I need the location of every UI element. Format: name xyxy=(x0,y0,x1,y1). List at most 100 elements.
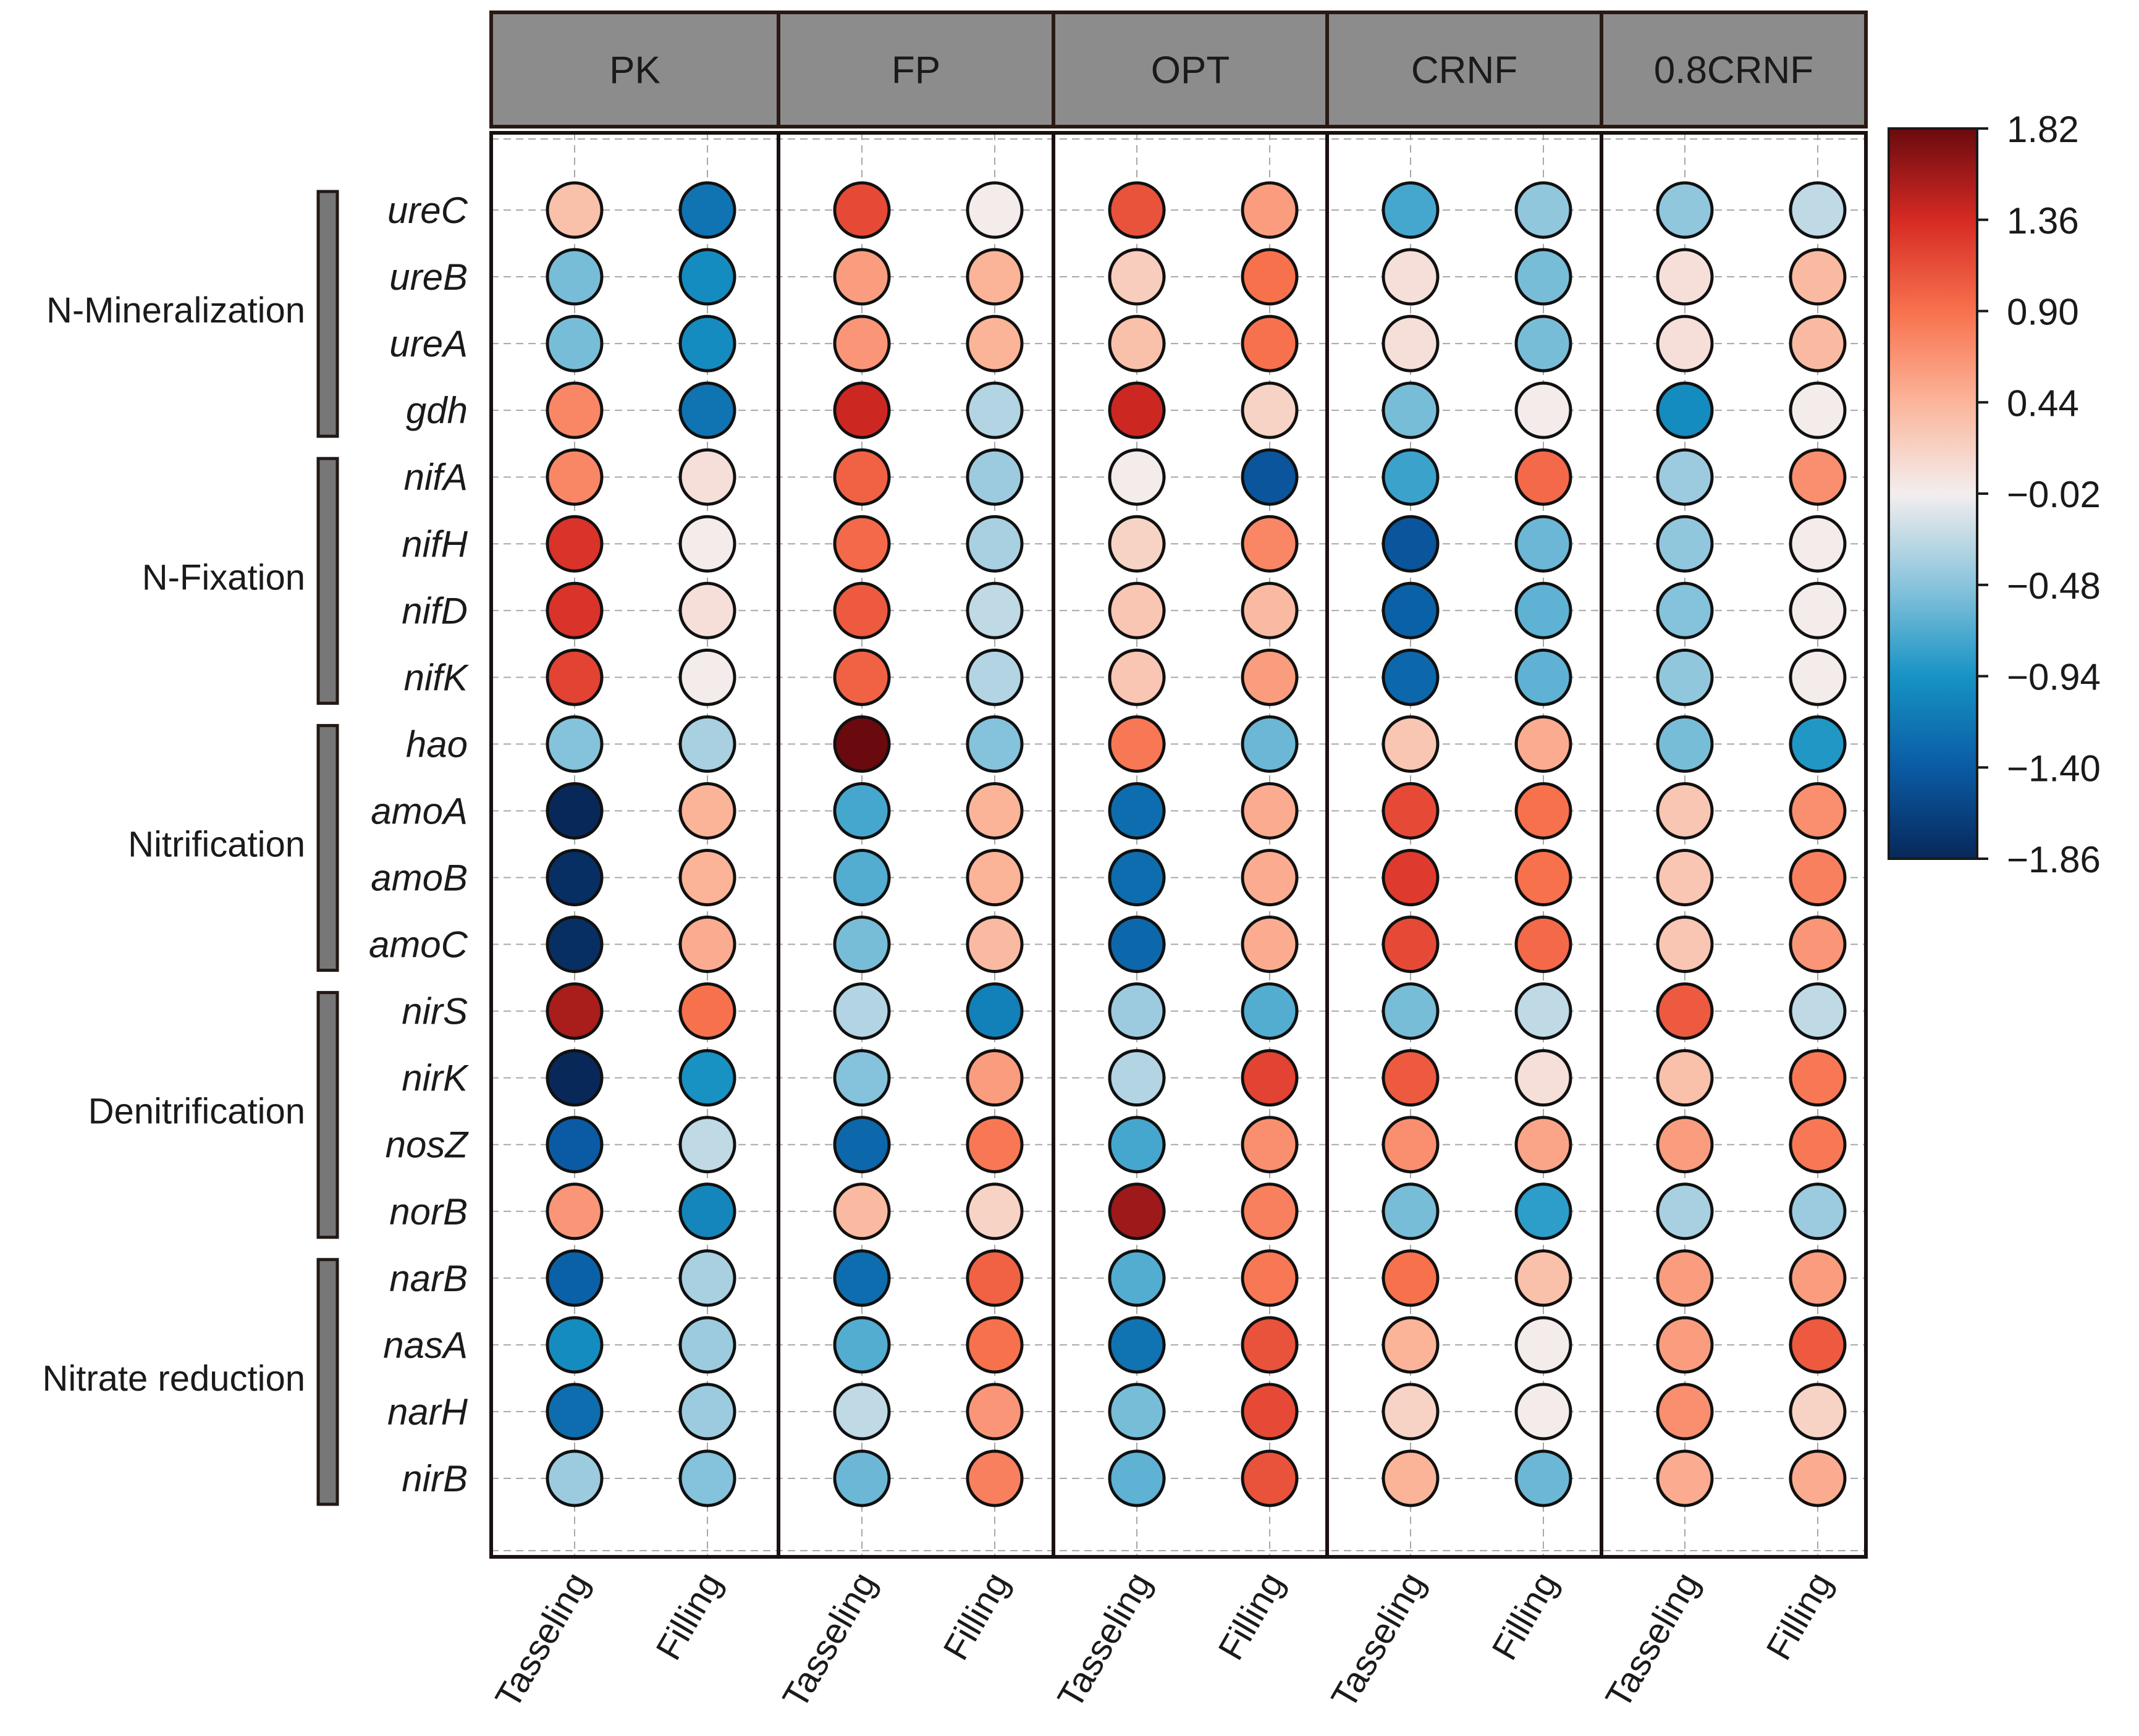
dot-nosZ-col3 xyxy=(966,1116,1024,1174)
panel-header-08crnf xyxy=(1600,11,1868,129)
dot-nifD-col7 xyxy=(1514,581,1572,639)
dot-amoB-col3 xyxy=(966,849,1024,906)
group-labels: N-Mineralization N-Fixation Nitrification D… xyxy=(42,190,339,1506)
group-bar xyxy=(316,1258,339,1506)
dot-narH-col9 xyxy=(1789,1383,1847,1441)
dot-nirS-col1 xyxy=(678,982,736,1040)
colorbar-tick-label: −1.40 xyxy=(2007,748,2101,789)
dot-nifK-col6 xyxy=(1382,648,1440,706)
dot-amoA-col7 xyxy=(1514,782,1572,840)
dot-nirB-col2 xyxy=(833,1449,891,1507)
dot-nifD-col9 xyxy=(1789,581,1847,639)
colorbar-tick-label: 0.44 xyxy=(2007,382,2079,424)
dot-amoC-col0 xyxy=(546,916,604,974)
stage-label: Tasseling xyxy=(775,1565,884,1715)
dot-nifA-col4 xyxy=(1108,448,1166,506)
stage-label: Tasseling xyxy=(487,1565,597,1715)
dot-nasA-col5 xyxy=(1241,1316,1299,1374)
dot-nirK-col9 xyxy=(1789,1049,1847,1107)
dot-ureB-col1 xyxy=(678,248,736,306)
dot-gdh-col2 xyxy=(833,381,891,439)
dot-nirS-col8 xyxy=(1656,982,1714,1040)
gene-label: ureC xyxy=(387,190,468,231)
data-dots xyxy=(546,181,1847,1507)
gene-label: hao xyxy=(406,723,468,765)
dot-ureA-col4 xyxy=(1108,314,1166,373)
dot-nirS-col9 xyxy=(1789,982,1847,1040)
dot-nirK-col8 xyxy=(1656,1049,1714,1107)
dot-nirK-col6 xyxy=(1382,1049,1440,1107)
dot-nifD-col8 xyxy=(1656,581,1714,639)
stage-label: Tasseling xyxy=(1050,1565,1159,1715)
dot-amoB-col4 xyxy=(1108,849,1166,906)
dot-ureB-col9 xyxy=(1789,248,1847,306)
gene-label: nifD xyxy=(402,590,468,631)
stage-label: Filling xyxy=(1758,1565,1840,1667)
dot-nosZ-col1 xyxy=(678,1116,736,1174)
dot-ureB-col3 xyxy=(966,248,1024,306)
dot-nifA-col3 xyxy=(966,448,1024,506)
dot-norB-col8 xyxy=(1656,1182,1714,1241)
dot-nifK-col7 xyxy=(1514,648,1572,706)
dot-nifK-col9 xyxy=(1789,648,1847,706)
dot-ureB-col8 xyxy=(1656,248,1714,306)
dot-hao-col3 xyxy=(966,715,1024,773)
dot-narB-col0 xyxy=(546,1249,604,1307)
dot-nifA-col6 xyxy=(1382,448,1440,506)
dot-ureB-col2 xyxy=(833,248,891,306)
dot-norB-col5 xyxy=(1241,1182,1299,1241)
dot-narH-col8 xyxy=(1656,1383,1714,1441)
dot-nifA-col9 xyxy=(1789,448,1847,506)
dot-nosZ-col4 xyxy=(1108,1116,1166,1174)
dot-nifH-col0 xyxy=(546,515,604,573)
dot-nasA-col4 xyxy=(1108,1316,1166,1374)
dot-nifH-col2 xyxy=(833,515,891,573)
dot-amoA-col3 xyxy=(966,782,1024,840)
group-bar xyxy=(316,457,339,705)
dot-narB-col5 xyxy=(1241,1249,1299,1307)
dot-nosZ-col5 xyxy=(1241,1116,1299,1174)
dot-amoA-col6 xyxy=(1382,782,1440,840)
dot-ureC-col1 xyxy=(678,181,736,239)
gene-label: narH xyxy=(387,1391,468,1433)
dot-nifK-col3 xyxy=(966,648,1024,706)
dot-ureA-col0 xyxy=(546,314,604,373)
panel-header-label: PK xyxy=(609,49,660,92)
dot-narH-col2 xyxy=(833,1383,891,1441)
dot-nifD-col1 xyxy=(678,581,736,639)
dot-ureA-col3 xyxy=(966,314,1024,373)
dot-nifK-col5 xyxy=(1241,648,1299,706)
dot-ureA-col9 xyxy=(1789,314,1847,373)
gene-label: ureA xyxy=(389,323,468,364)
dot-ureC-col9 xyxy=(1789,181,1847,239)
dot-ureC-col0 xyxy=(546,181,604,239)
dot-nifA-col0 xyxy=(546,448,604,506)
gene-label: amoB xyxy=(371,857,468,899)
dot-narB-col7 xyxy=(1514,1249,1572,1307)
dot-nirS-col4 xyxy=(1108,982,1166,1040)
group-label: Denitrification xyxy=(88,1092,305,1132)
dot-ureC-col7 xyxy=(1514,181,1572,239)
dot-nifA-col8 xyxy=(1656,448,1714,506)
colorbar-tick-label: −0.94 xyxy=(2007,657,2101,698)
dot-gdh-col9 xyxy=(1789,381,1847,439)
stage-labels: Tasseling Filling Tasseling Filling Tasselin… xyxy=(487,1565,1840,1715)
gene-label: nirK xyxy=(402,1058,470,1099)
dot-gdh-col5 xyxy=(1241,381,1299,439)
dot-nasA-col1 xyxy=(678,1316,736,1374)
dot-amoC-col3 xyxy=(966,916,1024,974)
dot-norB-col3 xyxy=(966,1182,1024,1241)
dot-amoB-col9 xyxy=(1789,849,1847,906)
dot-amoC-col6 xyxy=(1382,916,1440,974)
dot-nifK-col2 xyxy=(833,648,891,706)
dot-nirS-col3 xyxy=(966,982,1024,1040)
dot-gdh-col1 xyxy=(678,381,736,439)
dot-amoB-col0 xyxy=(546,849,604,906)
dot-amoC-col4 xyxy=(1108,916,1166,974)
dot-nirK-col0 xyxy=(546,1049,604,1107)
panel-header-label: FP xyxy=(892,49,940,92)
dot-nosZ-col6 xyxy=(1382,1116,1440,1174)
dot-nifK-col0 xyxy=(546,648,604,706)
dot-ureA-col2 xyxy=(833,314,891,373)
dot-nifH-col1 xyxy=(678,515,736,573)
